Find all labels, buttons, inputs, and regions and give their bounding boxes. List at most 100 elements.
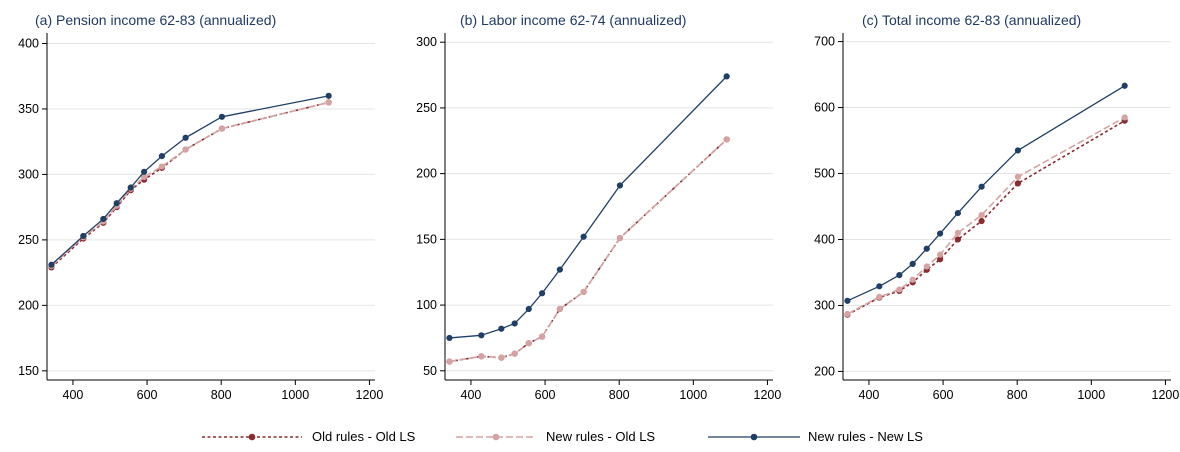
data-point-new-old bbox=[978, 211, 985, 219]
data-point-new-old bbox=[923, 263, 930, 270]
data-point-new-new bbox=[616, 182, 624, 189]
panel-title: (b) Labor income 62-74 (annualized) bbox=[460, 12, 686, 28]
data-point-new-new bbox=[580, 233, 587, 240]
data-point-new-old bbox=[446, 358, 453, 365]
data-point-new-old bbox=[325, 99, 332, 106]
data-point-new-old bbox=[844, 310, 851, 318]
data-point-old-old bbox=[954, 236, 961, 243]
y-tick-label: 300 bbox=[18, 167, 39, 181]
y-tick-label: 150 bbox=[416, 232, 437, 246]
data-point-new-old bbox=[141, 173, 148, 181]
x-tick-label: 600 bbox=[535, 388, 556, 402]
y-tick-label: 400 bbox=[18, 36, 39, 50]
legend: Old rules - Old LS New rules - Old LS Ne… bbox=[202, 429, 923, 444]
data-point-new-new bbox=[954, 210, 961, 217]
data-point-new-new bbox=[844, 297, 851, 304]
legend-item-new-new: New rules - New LS bbox=[708, 429, 923, 444]
y-tick-label: 50 bbox=[423, 364, 437, 378]
data-point-new-new bbox=[218, 113, 226, 120]
data-point-old-old bbox=[937, 256, 944, 263]
data-point-new-new bbox=[909, 260, 916, 267]
panel-title: (a) Pension income 62-83 (annualized) bbox=[35, 12, 276, 28]
data-point-new-old bbox=[580, 288, 587, 296]
data-point-new-new bbox=[1121, 82, 1128, 89]
x-tick-label: 400 bbox=[859, 388, 880, 402]
chart-panel-3: (c) Total income 62-83 (annualized) 200 30… bbox=[814, 12, 1179, 402]
y-tick-label: 100 bbox=[416, 298, 437, 312]
series-line-old-old bbox=[50, 101, 329, 268]
data-point-new-old bbox=[511, 350, 518, 357]
data-point-new-old bbox=[723, 136, 730, 143]
y-tick-label: 200 bbox=[416, 167, 437, 181]
data-point-new-new bbox=[48, 261, 55, 268]
y-tick-label: 250 bbox=[416, 101, 437, 115]
data-point-new-new bbox=[478, 332, 485, 339]
data-point-new-old bbox=[498, 354, 505, 361]
chart-panels: (a) Pension income 62-83 (annualized) 150… bbox=[18, 12, 1179, 402]
data-point-new-new bbox=[937, 230, 944, 237]
data-point-new-old bbox=[218, 125, 226, 132]
series-line-new-new bbox=[51, 95, 329, 266]
data-point-new-new bbox=[978, 183, 985, 190]
data-point-new-old bbox=[556, 305, 563, 313]
data-point-new-new bbox=[556, 266, 563, 273]
legend-item-old-old: Old rules - Old LS bbox=[202, 429, 416, 444]
data-point-new-new bbox=[158, 152, 165, 160]
data-point-new-old bbox=[1014, 173, 1022, 180]
y-tick-label: 300 bbox=[814, 298, 835, 312]
x-tick-label: 1000 bbox=[1077, 388, 1105, 402]
data-point-new-old bbox=[478, 353, 485, 360]
legend-label-old-old: Old rules - Old LS bbox=[312, 429, 416, 444]
series-line-new-new bbox=[847, 85, 1126, 302]
data-point-new-new bbox=[80, 232, 87, 240]
data-point-new-old bbox=[539, 333, 546, 340]
y-tick-label: 500 bbox=[814, 167, 835, 181]
data-point-new-new bbox=[113, 200, 120, 207]
series-line-new-old bbox=[847, 116, 1126, 315]
data-point-new-new bbox=[511, 320, 518, 327]
chart-panel-1: (a) Pension income 62-83 (annualized) 150… bbox=[18, 12, 383, 402]
x-tick-label: 600 bbox=[137, 388, 158, 402]
x-tick-label: 800 bbox=[1007, 388, 1028, 402]
panel-title: (c) Total income 62-83 (annualized) bbox=[862, 12, 1081, 28]
data-point-new-old bbox=[937, 251, 944, 258]
data-point-new-old bbox=[1121, 114, 1128, 121]
data-point-new-old bbox=[909, 276, 916, 283]
data-point-new-new bbox=[182, 134, 189, 141]
data-point-new-new bbox=[1014, 147, 1022, 154]
y-tick-label: 250 bbox=[18, 233, 39, 247]
x-tick-label: 1200 bbox=[1152, 388, 1180, 402]
x-tick-label: 400 bbox=[63, 388, 84, 402]
data-point-new-new bbox=[498, 325, 505, 332]
data-point-new-new bbox=[539, 290, 546, 297]
y-tick-label: 300 bbox=[416, 35, 437, 49]
data-point-new-old bbox=[954, 229, 961, 236]
data-point-old-old bbox=[1014, 180, 1022, 187]
data-point-new-old bbox=[896, 286, 903, 293]
data-point-new-new bbox=[141, 168, 148, 175]
series-line-new-old bbox=[449, 138, 728, 363]
x-tick-label: 1000 bbox=[281, 388, 309, 402]
data-point-new-new bbox=[723, 73, 730, 80]
data-point-new-new bbox=[896, 272, 903, 279]
x-tick-label: 800 bbox=[609, 388, 630, 402]
legend-marker-old-old bbox=[248, 433, 256, 441]
series-line-new-new bbox=[449, 75, 728, 339]
chart-panel-2: (b) Labor income 62-74 (annualized) 50 100… bbox=[416, 12, 781, 402]
y-tick-label: 150 bbox=[18, 364, 39, 378]
data-point-new-new bbox=[100, 215, 107, 223]
data-point-new-old bbox=[876, 293, 883, 300]
legend-label-new-old: New rules - Old LS bbox=[546, 429, 655, 444]
data-point-new-new bbox=[127, 184, 134, 191]
y-tick-label: 200 bbox=[18, 298, 39, 312]
x-tick-label: 1200 bbox=[754, 388, 782, 402]
data-point-new-old bbox=[182, 146, 189, 153]
y-tick-label: 400 bbox=[814, 232, 835, 246]
data-point-new-old bbox=[616, 234, 624, 242]
data-point-new-new bbox=[525, 305, 532, 313]
x-tick-label: 1200 bbox=[356, 388, 384, 402]
series-line-new-old bbox=[50, 101, 329, 267]
y-tick-label: 200 bbox=[814, 364, 835, 378]
